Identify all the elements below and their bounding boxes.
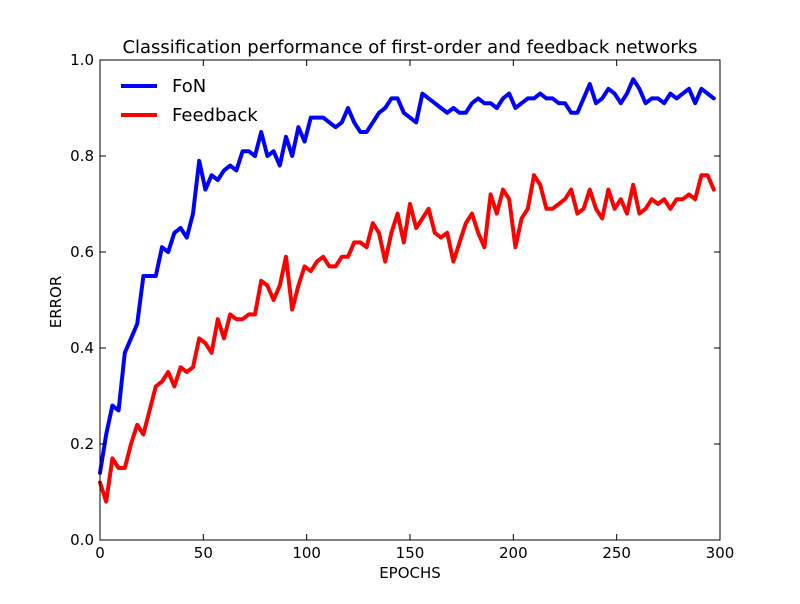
y-tick-label: 0.4: [70, 339, 94, 357]
legend: FoN Feedback: [121, 76, 258, 126]
x-tick-label: 300: [706, 544, 735, 562]
plot-area: 0 50 100 150 200 250 300 0.0 0.2 0.4 0.6 0.8 1.0: [70, 51, 734, 562]
chart-title: Classification performance of first-orde…: [122, 37, 697, 58]
y-tick-label: 0.2: [70, 435, 94, 453]
series-line-feedback: [98, 173, 716, 504]
legend-label-fon: FoN: [172, 76, 206, 97]
y-tick-label: 0.0: [70, 531, 94, 549]
series-line-fon: [98, 77, 716, 475]
x-tick-label: 100: [292, 544, 321, 562]
x-axis-label: EPOCHS: [379, 564, 441, 582]
x-tick-label: 200: [499, 544, 528, 562]
x-tick-label: 250: [602, 544, 631, 562]
y-axis-label: ERROR: [47, 276, 65, 329]
y-tick-label: 0.8: [70, 147, 94, 165]
y-tick-label: 0.6: [70, 243, 94, 261]
x-tick-label: 150: [396, 544, 425, 562]
x-tick-label: 0: [95, 544, 105, 562]
x-tick-label: 50: [194, 544, 213, 562]
legend-label-feedback: Feedback: [172, 105, 258, 126]
y-tick-label: 1.0: [70, 51, 94, 69]
